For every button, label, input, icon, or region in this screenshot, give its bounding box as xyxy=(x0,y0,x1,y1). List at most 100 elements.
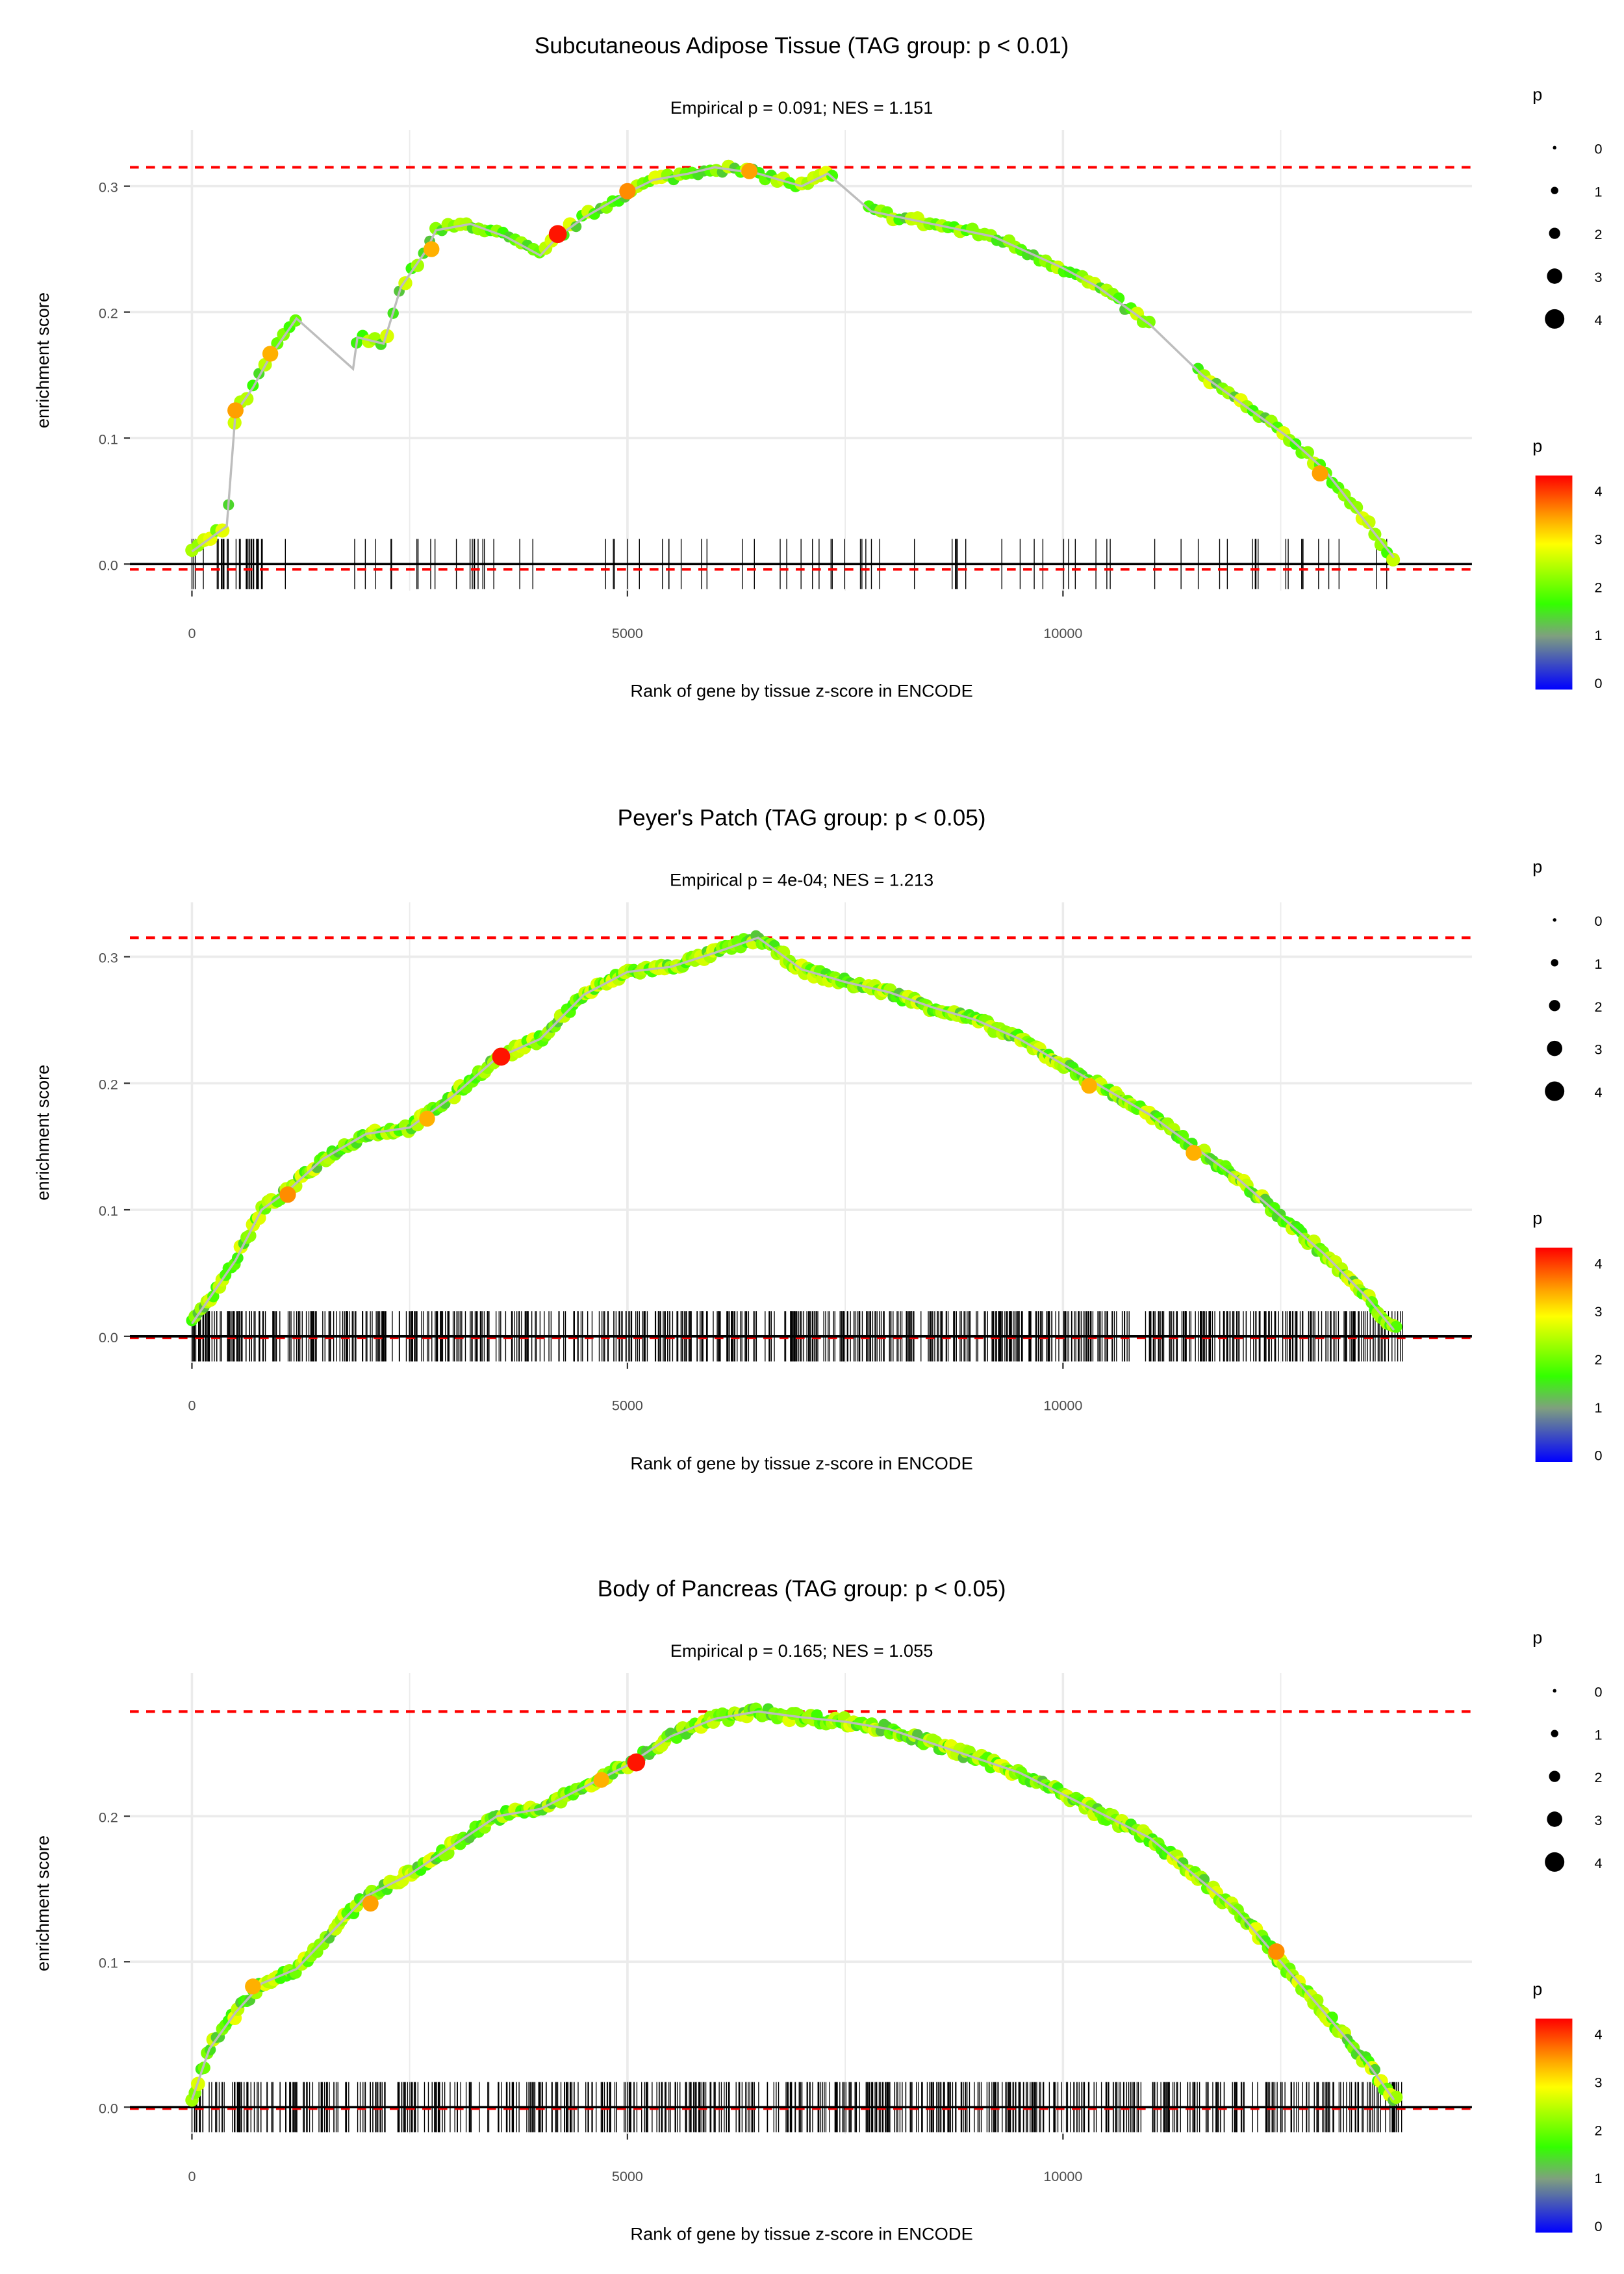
es-point-highlight xyxy=(423,241,440,257)
size-legend-label: 3 xyxy=(1595,1812,1603,1828)
color-bar xyxy=(1535,2018,1573,2233)
es-point-highlight xyxy=(245,1978,261,1995)
size-legend-dot xyxy=(1553,918,1556,922)
x-tick-label: 10000 xyxy=(1043,625,1082,641)
color-legend-label: 4 xyxy=(1595,1255,1603,1271)
es-point-highlight xyxy=(227,402,244,419)
size-legend-title: p xyxy=(1532,84,1542,105)
size-legend-dot xyxy=(1547,268,1563,284)
size-legend-label: 2 xyxy=(1595,999,1603,1015)
chart-panel-3: Body of Pancreas (TAG group: p < 0.05) Em… xyxy=(32,1576,1603,2244)
chart-title: Subcutaneous Adipose Tissue (TAG group: … xyxy=(535,33,1069,58)
size-legend-label: 1 xyxy=(1595,183,1603,199)
size-legend-dot xyxy=(1549,227,1560,239)
y-tick-label: 0.0 xyxy=(99,1329,118,1346)
es-point xyxy=(570,221,582,233)
color-legend-label: 3 xyxy=(1595,2075,1603,2091)
size-legend-dot xyxy=(1549,1000,1560,1012)
y-tick-label: 0.2 xyxy=(99,305,118,322)
x-tick-label: 5000 xyxy=(612,2168,643,2184)
y-tick-label: 0.1 xyxy=(99,1954,118,1971)
size-legend-dot xyxy=(1547,1040,1563,1056)
size-legend-title: p xyxy=(1532,1628,1542,1648)
es-point xyxy=(1389,2090,1403,2104)
color-legend-label: 1 xyxy=(1595,1399,1603,1416)
size-legend-dot xyxy=(1549,1770,1560,1782)
color-legend-label: 1 xyxy=(1595,2170,1603,2186)
size-legend-dot xyxy=(1553,146,1556,150)
size-legend-label: 2 xyxy=(1595,226,1603,242)
size-legend-label: 0 xyxy=(1595,913,1603,929)
size-legend-dot xyxy=(1545,1081,1565,1101)
color-bar xyxy=(1535,1247,1573,1462)
color-legend-title: p xyxy=(1532,1208,1542,1228)
x-tick-label: 5000 xyxy=(612,1397,643,1413)
es-point xyxy=(1350,500,1364,514)
size-legend-dot xyxy=(1551,1730,1558,1737)
x-tick-label: 10000 xyxy=(1043,2168,1082,2184)
y-tick-label: 0.2 xyxy=(99,1076,118,1092)
color-legend-title: p xyxy=(1532,1978,1542,1999)
y-tick-label: 0.1 xyxy=(99,431,118,447)
y-tick-label: 0.0 xyxy=(99,557,118,573)
color-legend-label: 0 xyxy=(1595,1448,1603,1464)
es-point-highlight xyxy=(279,1186,296,1203)
size-legend-label: 3 xyxy=(1595,269,1603,285)
x-tick-label: 5000 xyxy=(612,625,643,641)
color-legend-title: p xyxy=(1532,435,1542,455)
size-legend-dot xyxy=(1551,186,1558,194)
es-point-highlight xyxy=(1268,1943,1285,1960)
es-point-highlight xyxy=(593,1772,609,1788)
color-legend-label: 2 xyxy=(1595,1351,1603,1368)
es-point xyxy=(1369,2063,1380,2075)
color-legend-label: 2 xyxy=(1595,2122,1603,2138)
size-legend-dot xyxy=(1545,309,1565,329)
x-tick-label: 10000 xyxy=(1043,1397,1082,1413)
es-point xyxy=(1301,446,1315,459)
chart-title: Peyer's Patch (TAG group: p < 0.05) xyxy=(618,805,986,830)
size-legend-dot xyxy=(1547,1811,1563,1827)
es-point-highlight xyxy=(419,1110,435,1127)
y-axis-title: enrichment score xyxy=(32,1065,53,1201)
es-point xyxy=(207,1290,220,1303)
size-legend-label: 3 xyxy=(1595,1041,1603,1058)
es-point-highlight xyxy=(362,1895,379,1912)
x-tick-label: 0 xyxy=(188,625,196,641)
y-tick-label: 0.2 xyxy=(99,1809,118,1826)
es-point-highlight xyxy=(1081,1077,1097,1094)
chart-subtitle: Empirical p = 0.165; NES = 1.055 xyxy=(670,1641,933,1661)
y-axis-title: enrichment score xyxy=(32,292,53,428)
color-legend-label: 4 xyxy=(1595,483,1603,500)
color-legend-label: 4 xyxy=(1595,2026,1603,2043)
x-axis-title: Rank of gene by tissue z-score in ENCODE xyxy=(630,1453,972,1473)
size-legend-label: 1 xyxy=(1595,956,1603,972)
y-tick-label: 0.3 xyxy=(99,179,118,196)
color-legend-label: 3 xyxy=(1595,531,1603,548)
y-tick-label: 0.0 xyxy=(99,2100,118,2116)
es-point xyxy=(1386,552,1401,567)
es-point-highlight xyxy=(741,162,758,179)
es-point xyxy=(1326,2012,1338,2024)
size-legend-label: 0 xyxy=(1595,140,1603,157)
es-point xyxy=(1143,315,1156,329)
legend: p 0 1 2 3 4 p 4 3 2 1 0 xyxy=(1532,856,1602,1464)
es-point-highlight xyxy=(492,1047,511,1066)
x-axis-title: Rank of gene by tissue z-score in ENCODE xyxy=(630,681,972,701)
x-tick-label: 0 xyxy=(188,1397,196,1413)
es-curve xyxy=(191,936,1395,1331)
color-legend-label: 3 xyxy=(1595,1303,1603,1320)
es-curve xyxy=(191,166,1395,559)
legend: p 0 1 2 3 4 p 4 3 2 1 0 xyxy=(1532,1628,1602,2235)
color-legend-label: 1 xyxy=(1595,627,1603,643)
color-legend-label: 0 xyxy=(1595,675,1603,691)
chart-title: Body of Pancreas (TAG group: p < 0.05) xyxy=(598,1576,1006,1602)
chart-panel-2: Peyer's Patch (TAG group: p < 0.05) Empir… xyxy=(32,805,1603,1473)
size-legend-label: 4 xyxy=(1595,1084,1603,1101)
es-curve xyxy=(190,1710,1395,2101)
size-legend-label: 2 xyxy=(1595,1769,1603,1785)
chart-subtitle: Empirical p = 4e-04; NES = 1.213 xyxy=(670,870,933,890)
size-legend-label: 4 xyxy=(1595,312,1603,328)
es-point-highlight xyxy=(1186,1145,1202,1161)
